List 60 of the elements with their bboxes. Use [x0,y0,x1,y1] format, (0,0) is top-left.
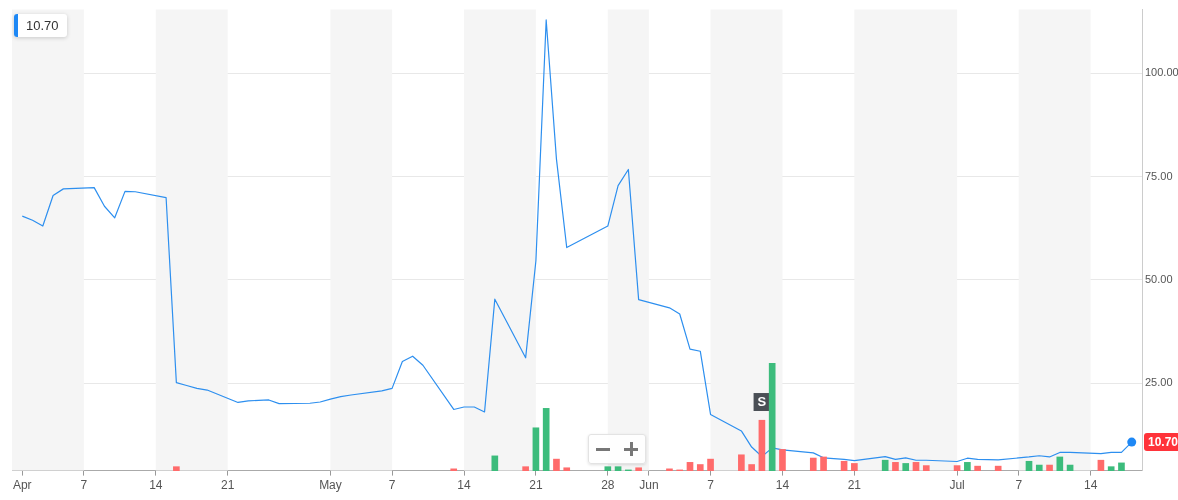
bar [779,448,786,471]
bar [173,465,180,471]
bar [604,465,612,471]
bar [912,461,920,471]
bar [994,465,1002,471]
bar [851,462,858,471]
y-tick-label: 50.00 [1145,272,1173,285]
bar [1118,462,1125,471]
bar [1107,465,1115,471]
bar [738,454,745,471]
bar [491,455,499,471]
x-tick-label: 21 [221,478,235,493]
x-tick-label: 21 [847,478,862,493]
x-tick-label: 7 [1015,478,1023,493]
bar [892,461,899,471]
bar [922,464,930,471]
bar [809,457,817,471]
bar [974,465,981,471]
y-tick-label: 75.00 [1145,169,1173,182]
x-tick-label: 28 [601,478,615,493]
bar [768,362,776,471]
bar [635,467,642,471]
bar [522,465,529,471]
y-tick-label: 25.00 [1145,376,1173,389]
x-tick-label: 14 [1083,478,1098,493]
x-tick-label: Jun [639,478,659,493]
bar [840,460,848,471]
bar [707,458,714,471]
bar [1025,460,1033,471]
x-tick-label: May [319,478,342,493]
bar [953,464,961,471]
bar [820,456,827,471]
bar [1035,464,1043,471]
x-tick-label: 14 [149,478,163,493]
bar [553,458,560,471]
bar [748,463,755,471]
annotation: 10.70 [1148,434,1178,449]
bar [686,461,694,471]
annotation: 10.70 [26,18,59,33]
x-tick-label: 21 [529,478,543,493]
bar [1056,456,1064,471]
x-tick-label: 14 [457,478,471,493]
bar [1046,464,1053,471]
bar [696,463,704,471]
x-tick-label: 7 [80,478,88,493]
bar [758,419,766,471]
x-tick-label: Apr [12,478,32,493]
y-tick-label: 100.00 [1145,66,1178,79]
x-tick-label: 14 [775,478,790,493]
x-tick-label: 7 [388,478,396,493]
bar [614,465,622,471]
bar [563,467,571,471]
annotation: S [757,394,767,410]
bar [542,407,550,471]
x-tick-label: 7 [707,478,715,493]
bar [532,427,540,471]
bar [881,459,889,471]
x-tick-label: Jul [949,478,965,493]
bar [964,461,971,471]
bar [902,462,910,471]
